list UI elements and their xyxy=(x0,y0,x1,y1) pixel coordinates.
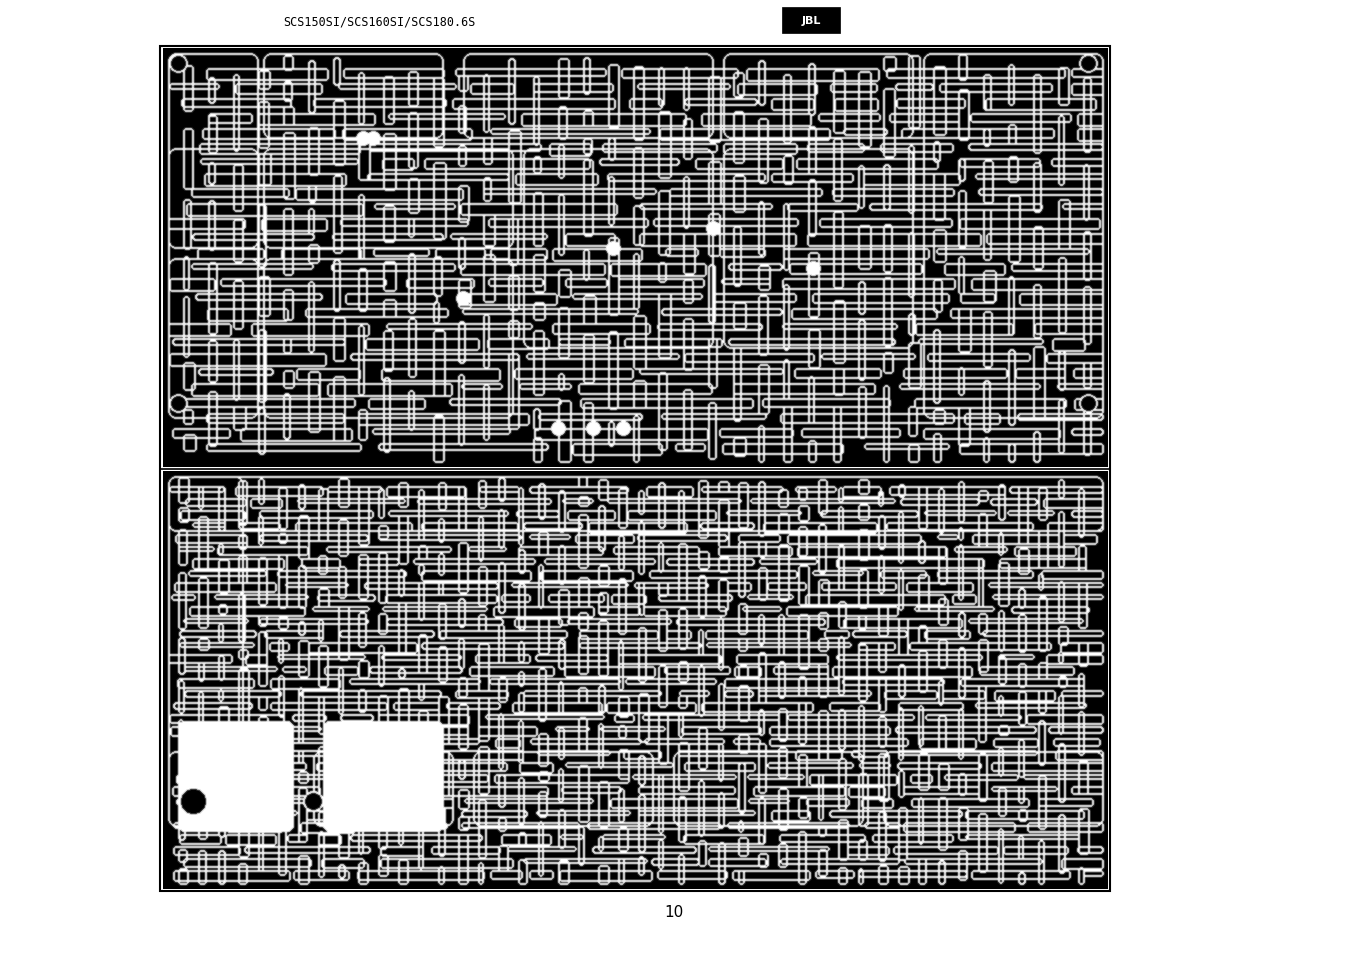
Text: SCS150SI/SCS160SI/SCS180.6S: SCS150SI/SCS160SI/SCS180.6S xyxy=(283,15,476,29)
Bar xyxy=(160,47,1109,891)
Text: 10: 10 xyxy=(665,904,683,920)
Text: JBL: JBL xyxy=(801,16,821,26)
Bar xyxy=(782,8,840,34)
